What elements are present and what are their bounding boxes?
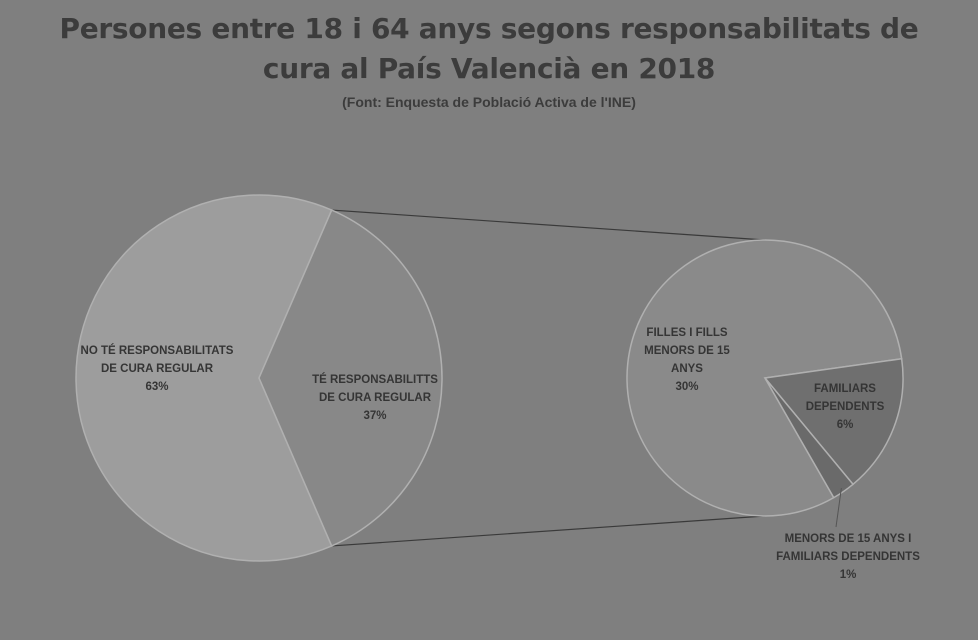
main-pie-slice-2: [258, 209, 443, 547]
chart-title-line-1: Persones entre 18 i 64 anys segons respo…: [59, 12, 919, 45]
secondary-slice-2-label: FAMILIARS DEPENDENTS 6%: [806, 383, 885, 431]
connector-line-bottom: [331, 515, 766, 547]
secondary-pie-slice-2: [763, 357, 904, 486]
secondary-pie-slice-3: [764, 377, 855, 499]
main-slice-2-label: TÉ RESPONSABILITTS DE CURA REGULAR 37%: [312, 373, 438, 422]
secondary-slice-1-label: FILLES I FILLS MENORS DE 15 ANYS 30%: [644, 327, 730, 393]
secondary-slice-3-label: MENORS DE 15 ANYS I FAMILIARS DEPENDENTS 1…: [776, 533, 920, 581]
chart-subtitle: (Font: Enquesta de Població Activa de l'…: [342, 94, 636, 110]
chart-title-line-2: cura al País Valencià en 2018: [262, 52, 716, 85]
main-slice-1-label: NO TÉ RESPONSABILITATS DE CURA REGULAR 63%: [81, 344, 234, 393]
secondary-slice-3-leader-line: [835, 488, 842, 528]
main-pie-slice-1: [75, 194, 333, 562]
connector-line-top: [331, 209, 766, 241]
